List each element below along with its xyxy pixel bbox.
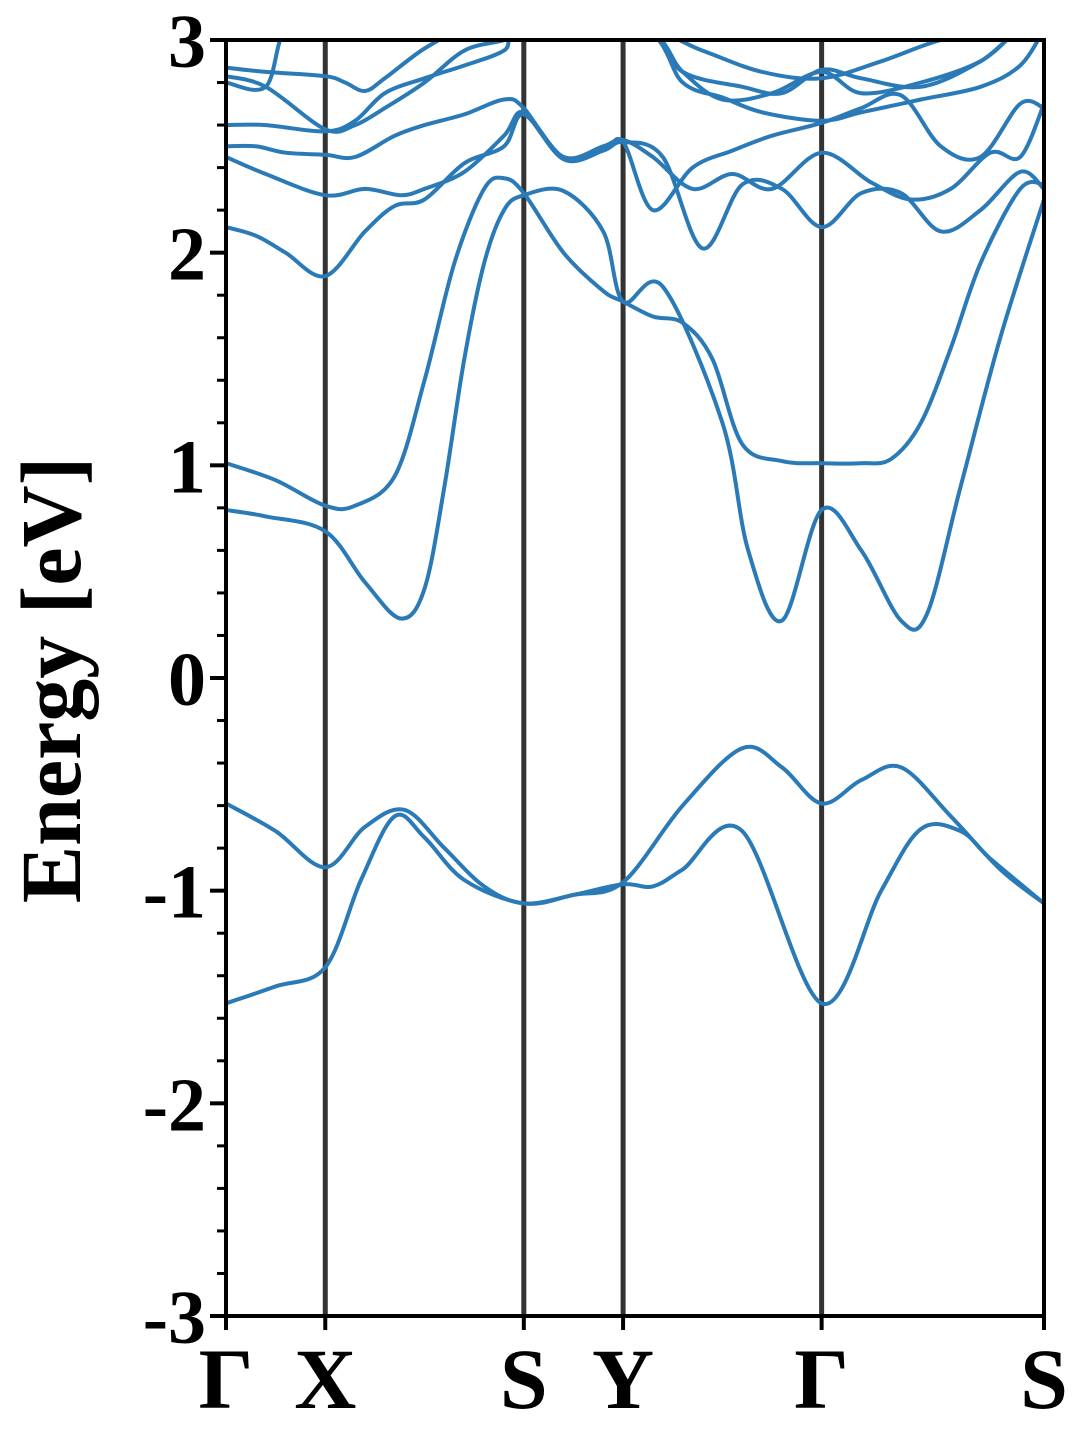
band-line-4 xyxy=(226,175,1044,512)
plot-axes xyxy=(224,38,1046,1318)
y-tick-label: 1 xyxy=(168,425,206,509)
band-lines xyxy=(226,40,1044,1006)
y-tick-label: -2 xyxy=(143,1063,206,1147)
band-line-5 xyxy=(226,112,1044,279)
high-symmetry-lines xyxy=(322,40,825,1316)
x-tick-label: Γ xyxy=(199,1331,254,1427)
x-tick-label: Y xyxy=(592,1331,654,1427)
y-axis-title-group: Energy [eV] xyxy=(3,457,99,904)
band-line-9 xyxy=(226,40,1010,134)
y-tick-label: 3 xyxy=(168,0,206,84)
x-tick-label: S xyxy=(500,1331,548,1427)
band-line-2 xyxy=(226,744,1044,906)
band-line-11 xyxy=(226,40,949,92)
y-tick-label: -3 xyxy=(143,1276,206,1360)
y-axis-title: Energy [eV] xyxy=(3,457,99,904)
y-tick-label: 2 xyxy=(168,213,206,297)
band-line-10 xyxy=(226,40,1010,96)
x-tick-label: X xyxy=(294,1331,356,1427)
x-tick-label: S xyxy=(1020,1331,1068,1427)
y-ticks: -3 -2 -1 0 1 2 3 xyxy=(143,0,226,1360)
plot-frame xyxy=(224,38,1046,1318)
band-line-1 xyxy=(226,812,1044,1006)
y-tick-label: 0 xyxy=(168,638,206,722)
band-line-8 xyxy=(226,40,1041,134)
y-tick-label: -1 xyxy=(143,851,206,935)
x-tick-label: Γ xyxy=(794,1331,849,1427)
